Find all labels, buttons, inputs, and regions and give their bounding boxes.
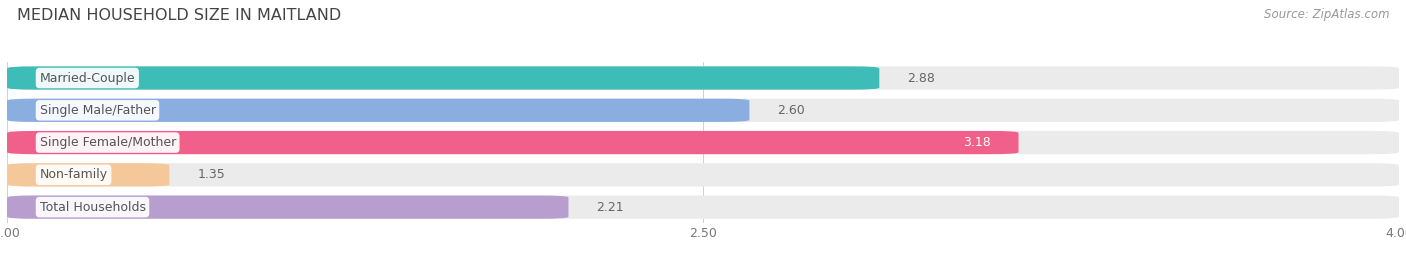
Text: Non-family: Non-family — [39, 168, 108, 181]
Text: Married-Couple: Married-Couple — [39, 72, 135, 84]
FancyBboxPatch shape — [7, 66, 1399, 90]
Text: 2.88: 2.88 — [907, 72, 935, 84]
Text: 2.60: 2.60 — [778, 104, 806, 117]
Text: Single Female/Mother: Single Female/Mother — [39, 136, 176, 149]
FancyBboxPatch shape — [7, 66, 879, 90]
Text: 1.35: 1.35 — [197, 168, 225, 181]
Text: 2.21: 2.21 — [596, 201, 624, 214]
FancyBboxPatch shape — [7, 163, 170, 186]
Text: Source: ZipAtlas.com: Source: ZipAtlas.com — [1264, 8, 1389, 21]
FancyBboxPatch shape — [7, 163, 1399, 186]
Text: Single Male/Father: Single Male/Father — [39, 104, 156, 117]
FancyBboxPatch shape — [7, 131, 1399, 154]
FancyBboxPatch shape — [7, 131, 1018, 154]
FancyBboxPatch shape — [7, 99, 749, 122]
Text: 3.18: 3.18 — [963, 136, 991, 149]
FancyBboxPatch shape — [7, 196, 568, 219]
FancyBboxPatch shape — [7, 99, 1399, 122]
Text: MEDIAN HOUSEHOLD SIZE IN MAITLAND: MEDIAN HOUSEHOLD SIZE IN MAITLAND — [17, 8, 342, 23]
FancyBboxPatch shape — [7, 196, 1399, 219]
Text: Total Households: Total Households — [39, 201, 145, 214]
